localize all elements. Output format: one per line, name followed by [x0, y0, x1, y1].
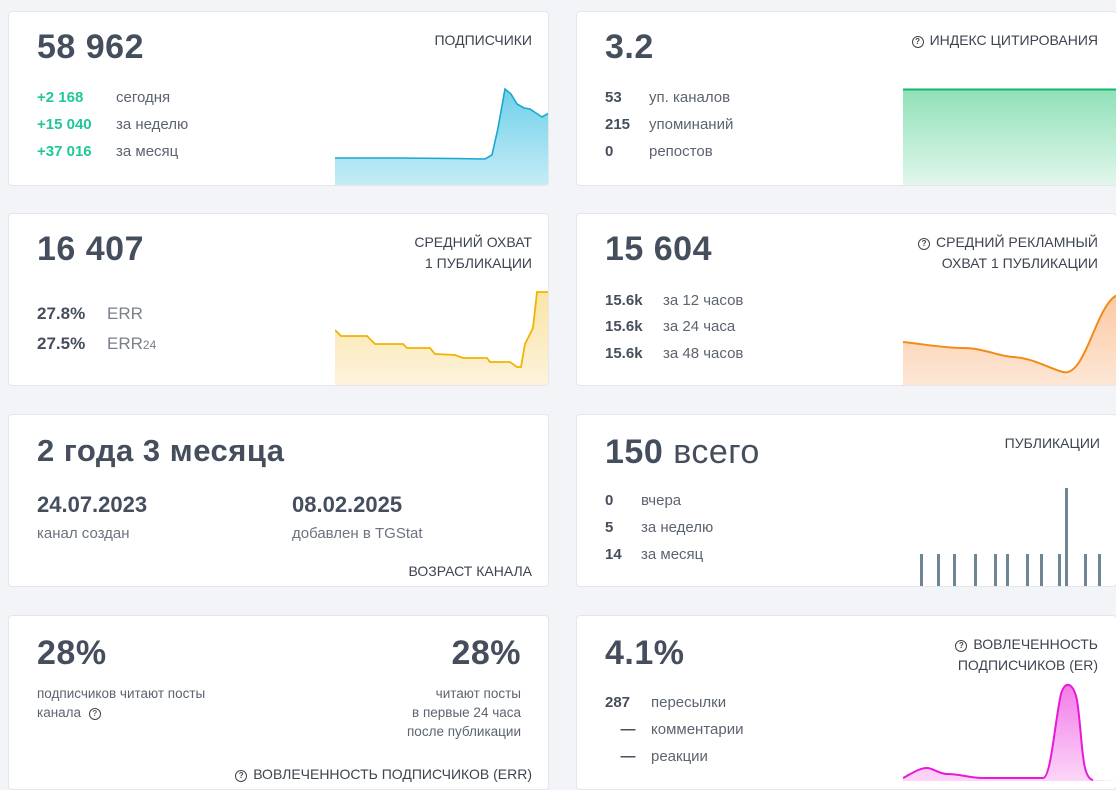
- ad-reach-chart: [903, 294, 1116, 385]
- ad-reach-value: 15 604: [605, 230, 712, 268]
- ad-reach-48h: 15.6k за 48 часов: [605, 345, 744, 362]
- avg-reach-card[interactable]: 16 407 СРЕДНИЙ ОХВАТ 1 ПУБЛИКАЦИИ 27.8% E…: [8, 213, 549, 386]
- ad-reach-24h: 15.6k за 24 часа: [605, 318, 736, 335]
- err-row: 27.8% ERR: [37, 304, 143, 323]
- err-left-line1: подписчиков читают посты: [37, 686, 206, 701]
- err24-row: 27.5% ERR 24: [37, 334, 157, 353]
- citation-label: ИНДЕКС ЦИТИРОВАНИЯ: [929, 32, 1098, 48]
- err-right-line1: читают посты: [435, 686, 521, 701]
- err-left-value: 28%: [37, 634, 107, 672]
- citation-reposts: 0 репостов: [605, 143, 713, 160]
- posts-bar-chart: [920, 488, 1101, 586]
- posts-count: 150 всего: [605, 433, 760, 471]
- added-label: добавлен в TGStat: [292, 525, 423, 542]
- created-date: 24.07.2023: [37, 492, 148, 517]
- avg-reach-chart: [335, 291, 548, 385]
- ad-reach-label-2: ОХВАТ 1 ПУБЛИКАЦИИ: [941, 255, 1098, 271]
- channel-age-value: 2 года 3 месяца: [37, 433, 285, 468]
- citation-card[interactable]: 3.2 ? ИНДЕКС ЦИТИРОВАНИЯ 53 уп. каналов 21…: [576, 11, 1116, 186]
- citation-mentions: 215 упоминаний: [605, 116, 734, 133]
- subscribers-card[interactable]: 58 962 ПОДПИСЧИКИ +2 168 сегодня +15 040 з…: [8, 11, 549, 186]
- err-engagement-card[interactable]: 28% подписчиков читают посты канала ? 28…: [8, 615, 549, 790]
- er-reactions: — реакции: [620, 748, 708, 765]
- subscribers-week: +15 040 за неделю: [37, 116, 189, 133]
- er-label-1: ВОВЛЕЧЕННОСТЬ: [973, 636, 1098, 652]
- subscribers-count: 58 962: [37, 28, 144, 66]
- ad-reach-card[interactable]: 15 604 ? СРЕДНИЙ РЕКЛАМНЫЙ ОХВАТ 1 ПУБЛИК…: [576, 213, 1116, 386]
- er-value: 4.1%: [605, 634, 685, 672]
- err-right-value: 28%: [451, 634, 521, 672]
- err-left-line2: канала: [37, 705, 82, 720]
- help-icon[interactable]: ?: [88, 708, 101, 720]
- avg-reach-label-1: СРЕДНИЙ ОХВАТ: [414, 234, 532, 250]
- posts-card[interactable]: 150 всего ПУБЛИКАЦИИ 0 вчера 5 за неделю 1…: [576, 414, 1116, 587]
- channel-age-label: ВОЗРАСТ КАНАЛА: [408, 563, 532, 579]
- er-chart: [903, 684, 1116, 781]
- subscribers-sparkline: [335, 87, 548, 185]
- posts-yesterday: 0 вчера: [605, 492, 682, 509]
- posts-week: 5 за неделю: [605, 519, 714, 536]
- subscribers-today: +2 168 сегодня: [37, 89, 171, 106]
- channel-age-card[interactable]: 2 года 3 месяца 24.07.2023 канал создан …: [8, 414, 549, 587]
- citation-index: 3.2: [605, 28, 654, 66]
- added-date: 08.02.2025: [292, 492, 403, 517]
- help-icon[interactable]: ?: [955, 640, 968, 652]
- citation-channels: 53 уп. каналов: [605, 89, 731, 106]
- subscribers-label: ПОДПИСЧИКИ: [434, 32, 532, 48]
- help-icon[interactable]: ?: [235, 770, 248, 782]
- er-card[interactable]: 4.1% ? ВОВЛЕЧЕННОСТЬ ПОДПИСЧИКОВ (ER) 287…: [576, 615, 1116, 790]
- ad-reach-label-1: СРЕДНИЙ РЕКЛАМНЫЙ: [936, 234, 1098, 250]
- err-engagement-label: ВОВЛЕЧЕННОСТЬ ПОДПИСЧИКОВ (ERR): [253, 766, 532, 782]
- er-forwards: 287 пересылки: [605, 694, 727, 711]
- citation-chart: [903, 88, 1116, 185]
- help-icon[interactable]: ?: [918, 238, 931, 250]
- help-icon[interactable]: ?: [911, 36, 924, 48]
- subscribers-month: +37 016 за месяц: [37, 143, 179, 160]
- er-comments: — комментарии: [620, 721, 744, 738]
- err-right-line2: в первые 24 часа: [412, 705, 521, 720]
- avg-reach-label-2: 1 ПУБЛИКАЦИИ: [424, 255, 532, 271]
- created-label: канал создан: [37, 525, 130, 542]
- err-right-line3: после публикации: [407, 724, 521, 739]
- posts-month: 14 за месяц: [605, 546, 704, 563]
- posts-label: ПУБЛИКАЦИИ: [1004, 435, 1100, 451]
- ad-reach-12h: 15.6k за 12 часов: [605, 292, 744, 309]
- avg-reach-value: 16 407: [37, 230, 144, 268]
- er-label-2: ПОДПИСЧИКОВ (ER): [957, 657, 1098, 673]
